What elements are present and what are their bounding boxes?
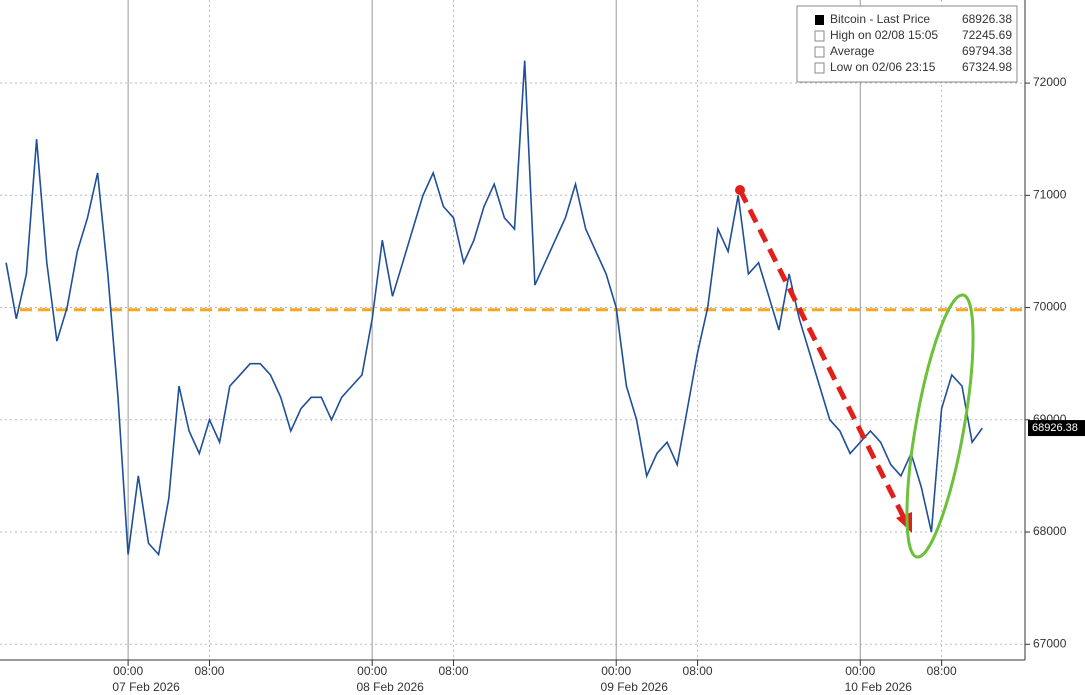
highlight-ellipse bbox=[905, 293, 975, 559]
plot bbox=[5, 60, 1025, 557]
date-label: 10 Feb 2026 bbox=[845, 680, 913, 694]
x-tick-label: 00:00 bbox=[357, 664, 387, 678]
date-label: 08 Feb 2026 bbox=[356, 680, 424, 694]
arrow-start bbox=[735, 185, 745, 195]
y-tick-label: 68000 bbox=[1033, 524, 1067, 538]
legend-swatch bbox=[814, 46, 825, 58]
legend-label: Bitcoin - Last Price bbox=[830, 12, 930, 26]
legend-label: Average bbox=[830, 44, 875, 58]
legend-value: 69794.38 bbox=[962, 44, 1012, 58]
legend-value: 67324.98 bbox=[962, 60, 1012, 74]
y-tick-label: 72000 bbox=[1033, 75, 1067, 89]
price-line bbox=[5, 60, 983, 557]
x-tick-label: 08:00 bbox=[927, 664, 957, 678]
legend-value: 68926.38 bbox=[962, 12, 1012, 26]
annotations bbox=[735, 185, 975, 559]
date-label: 09 Feb 2026 bbox=[601, 680, 669, 694]
x-tick-label: 00:00 bbox=[845, 664, 875, 678]
y-tick-label: 71000 bbox=[1033, 187, 1067, 201]
legend: Bitcoin - Last Price 68926.38 High on 02/0… bbox=[796, 5, 1018, 83]
legend-box bbox=[796, 5, 1018, 83]
trend-arrow bbox=[737, 188, 908, 522]
legend-swatch bbox=[814, 30, 825, 42]
legend-label: High on 02/08 15:05 bbox=[830, 28, 938, 42]
legend-label: Low on 02/06 23:15 bbox=[830, 60, 936, 74]
y-tick-label: 67000 bbox=[1033, 636, 1067, 650]
y-tick-label: 70000 bbox=[1033, 300, 1067, 314]
x-tick-label: 08:00 bbox=[683, 664, 713, 678]
last-price-label: 68926.38 bbox=[1032, 422, 1078, 434]
legend-value: 72245.69 bbox=[962, 28, 1012, 42]
legend-swatch bbox=[815, 15, 824, 25]
x-tick-label: 08:00 bbox=[439, 664, 469, 678]
x-tick-label: 08:00 bbox=[194, 664, 224, 678]
legend-swatch bbox=[814, 62, 825, 74]
date-label: 07 Feb 2026 bbox=[112, 680, 180, 694]
x-tick-label: 00:00 bbox=[601, 664, 631, 678]
last-price-tag bbox=[1028, 420, 1085, 437]
x-tick-label: 00:00 bbox=[113, 664, 143, 678]
